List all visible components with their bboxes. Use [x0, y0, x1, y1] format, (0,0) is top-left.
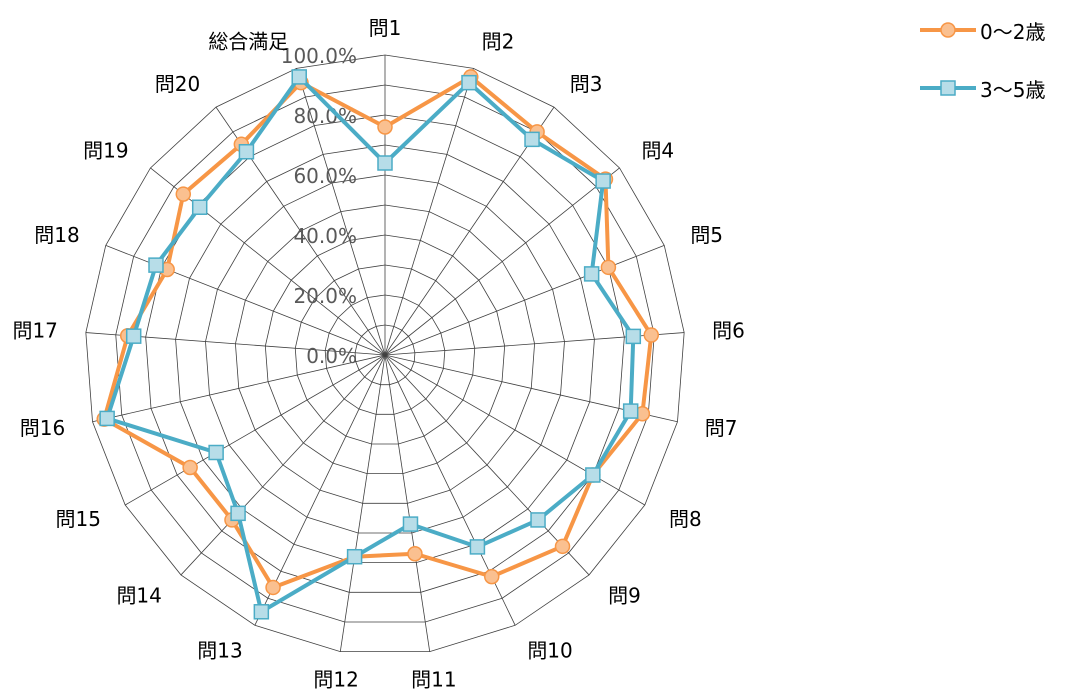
category-label: 問20: [155, 72, 200, 96]
category-label: 問9: [608, 583, 641, 607]
grid-spoke: [150, 167, 386, 356]
category-label: 問13: [197, 639, 242, 663]
category-label: 問18: [34, 223, 79, 247]
legend-label-series-1: 0〜2歳: [980, 19, 1046, 44]
grid-ring: [264, 234, 506, 475]
data-point: [622, 403, 639, 419]
category-label: 問8: [669, 507, 702, 531]
data-point: [230, 505, 246, 522]
series-line: [105, 74, 636, 614]
grid-ring: [205, 174, 565, 534]
data-point: [175, 186, 192, 202]
tick-label: 100.0%: [281, 44, 357, 68]
legend-item-series-2: 3〜5歳: [920, 74, 1060, 102]
grid-spoke: [296, 68, 386, 356]
grid-spoke: [384, 106, 555, 356]
category-label: 問15: [55, 507, 100, 531]
data-point: [125, 328, 142, 344]
data-point: [583, 266, 600, 282]
grid-ring: [85, 54, 685, 653]
legend-item-series-1: 0〜2歳: [920, 16, 1060, 44]
grid-ring: [235, 204, 535, 504]
data-point: [99, 410, 115, 427]
data-point: [625, 328, 642, 345]
tick-label: 60.0%: [293, 164, 357, 188]
grid-spoke: [384, 354, 431, 652]
category-label: 問12: [313, 667, 358, 691]
grid-spoke: [180, 354, 386, 576]
legend-label-series-2: 3〜5歳: [980, 77, 1046, 102]
category-label: 問5: [690, 223, 723, 247]
data-point: [377, 119, 393, 135]
tick-label: 40.0%: [293, 224, 357, 248]
category-label: 問4: [641, 138, 674, 162]
tick-label: 20.0%: [293, 284, 357, 308]
category-label: 問10: [527, 639, 572, 663]
grid-spoke: [254, 354, 386, 626]
data-point: [182, 459, 198, 476]
data-point: [483, 568, 500, 585]
data-point: [461, 74, 477, 91]
legend-square-marker-icon: [920, 80, 976, 96]
category-label: 問6: [712, 318, 745, 342]
category-label: 問1: [369, 16, 402, 40]
tick-label: 0.0%: [306, 344, 357, 368]
data-point: [585, 467, 601, 483]
grid-ring: [294, 264, 476, 445]
data-point: [346, 548, 363, 565]
category-label: 問14: [116, 583, 161, 607]
data-point: [595, 173, 611, 189]
data-point: [643, 327, 660, 343]
data-point: [253, 604, 270, 620]
data-point: [238, 143, 255, 160]
data-point: [191, 199, 208, 215]
data-point: [148, 257, 164, 273]
category-label: 問7: [705, 416, 738, 440]
grid-ring: [115, 84, 655, 623]
legend: 0〜2歳 3〜5歳: [920, 16, 1060, 132]
grid-ring: [175, 144, 595, 564]
grid-spoke: [92, 354, 386, 423]
data-point: [377, 155, 393, 171]
category-label: 問11: [411, 667, 456, 691]
grid-spoke: [384, 68, 474, 356]
grid-ring: [354, 324, 416, 386]
grid-spoke: [384, 354, 516, 626]
data-point: [469, 539, 486, 555]
category-label: 問17: [12, 318, 57, 342]
grid-spoke: [384, 354, 590, 576]
data-point: [402, 516, 419, 532]
data-point: [524, 131, 540, 148]
data-point: [407, 546, 423, 562]
grid-spoke: [384, 354, 646, 506]
data-point: [265, 579, 281, 596]
grid-spoke: [384, 167, 620, 356]
grid-ring: [324, 294, 446, 415]
category-label: 問19: [83, 138, 128, 162]
grid-spoke: [124, 354, 386, 506]
series-line: [102, 74, 654, 590]
data-point: [530, 512, 546, 528]
legend-circle-marker-icon: [920, 22, 976, 38]
data-point: [291, 69, 307, 85]
grid-spoke: [339, 354, 386, 652]
data-point: [554, 538, 571, 555]
data-point: [600, 259, 617, 276]
category-label: 問3: [570, 72, 603, 96]
category-label: 総合満足: [208, 30, 288, 54]
category-label: 問16: [20, 416, 65, 440]
category-label: 問2: [482, 30, 515, 54]
data-point: [208, 444, 224, 461]
grid-spoke: [384, 245, 665, 356]
